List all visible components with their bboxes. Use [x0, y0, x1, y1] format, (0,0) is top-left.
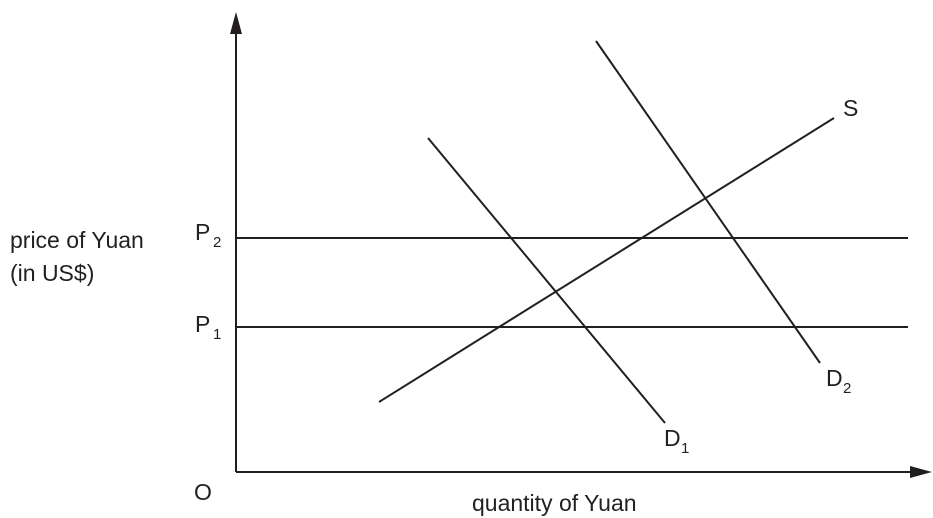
y-axis-arrow — [230, 12, 242, 34]
price-label-p1-subscript: 1 — [213, 326, 221, 343]
price-label-p1: P 1 — [195, 311, 221, 343]
demand-label-d1-letter: D — [664, 425, 681, 451]
supply-label: S — [843, 95, 858, 121]
y-axis-label-line1: price of Yuan — [10, 227, 144, 253]
demand-label-d2: D 2 — [826, 365, 851, 397]
y-axis-label-line2: (in US$) — [10, 260, 94, 286]
price-label-p2-subscript: 2 — [213, 234, 221, 251]
supply-curve — [378, 117, 835, 403]
demand-label-d2-letter: D — [826, 365, 843, 391]
demand-label-d1: D 1 — [664, 425, 689, 457]
price-label-p2: P 2 — [195, 219, 221, 251]
x-axis-label: quantity of Yuan — [472, 490, 637, 516]
price-label-p2-letter: P — [195, 219, 210, 245]
demand-label-d2-subscript: 2 — [843, 380, 851, 397]
price-label-p1-letter: P — [195, 311, 210, 337]
origin-label: O — [194, 479, 212, 505]
demand-curve-d1 — [427, 137, 666, 424]
x-axis-arrow — [910, 466, 932, 478]
demand-curve-d2 — [595, 40, 821, 364]
demand-label-d1-subscript: 1 — [681, 440, 689, 457]
